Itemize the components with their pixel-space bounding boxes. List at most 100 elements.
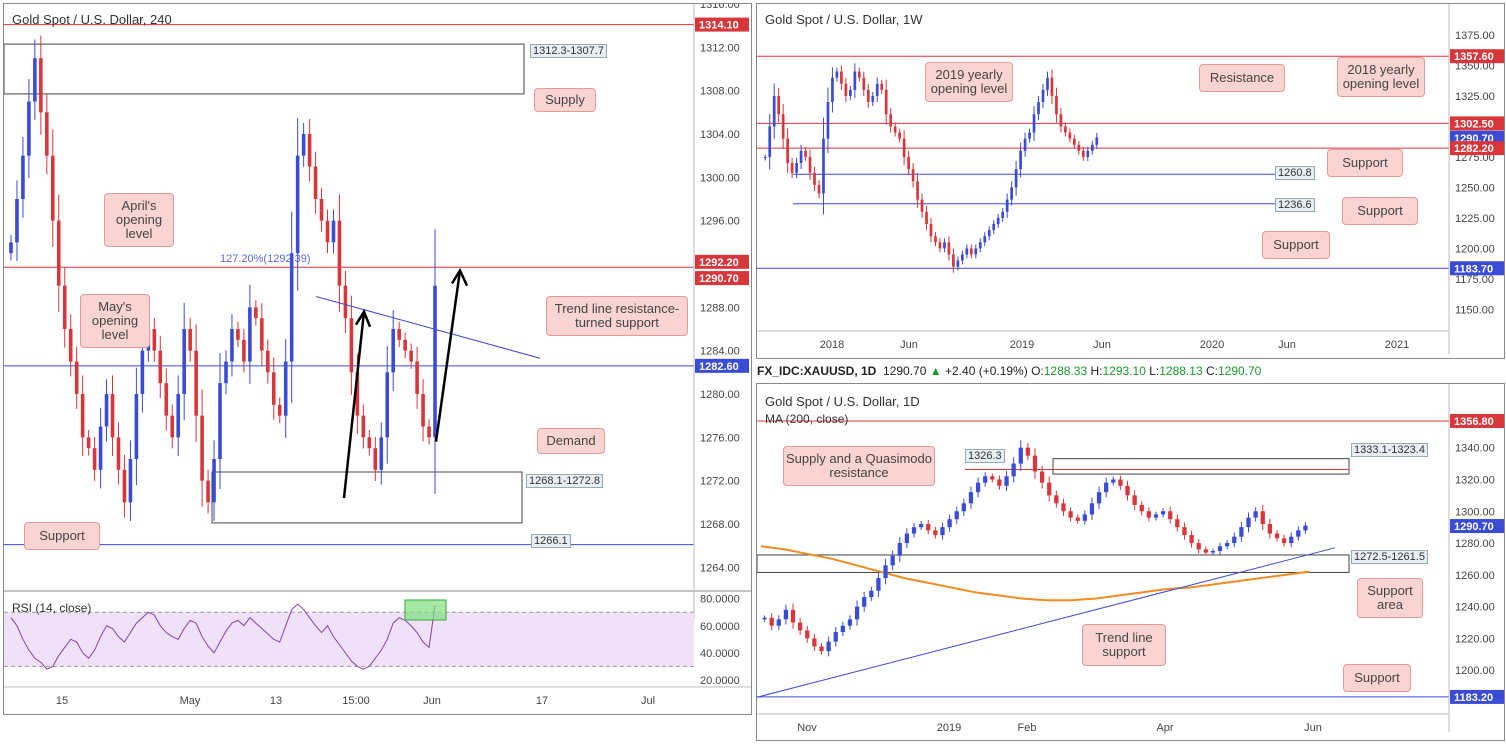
- d1-candle: [1160, 511, 1166, 515]
- w1-price-tag-label: 1282.20: [1454, 143, 1494, 155]
- w1-price-tag-label: 1302.50: [1454, 118, 1494, 130]
- d1-candle: [968, 492, 974, 504]
- d1-candle: [1054, 495, 1059, 504]
- w1-candle: [920, 199, 924, 212]
- h4-zone-box: [211, 471, 523, 524]
- d1-x-tick: Apr: [1156, 722, 1173, 734]
- rsi-y-tick: 60.0000: [700, 621, 740, 633]
- h4-candle: [158, 350, 163, 384]
- w1-y-tick: 1150.00: [1455, 304, 1494, 316]
- chart-panel-daily[interactable]: 1340.00 1320.00 1300.00 1280.00 1260.00 1240.…: [756, 383, 1505, 741]
- h4-x-tick: 13: [270, 695, 282, 707]
- w1-candle: [911, 169, 915, 182]
- w1-x-tick: 2020: [1200, 339, 1224, 351]
- price-change: +2.40 (+0.19%): [945, 364, 1028, 378]
- d1-zone-box: [1052, 458, 1350, 475]
- d1-candle: [1018, 447, 1023, 464]
- d1-trend-line: [757, 547, 1336, 698]
- d1-candle: [933, 530, 938, 536]
- h4-arrow-1-head: [354, 308, 372, 328]
- h4-candle: [86, 437, 91, 449]
- w1-price-tag-label: 1183.70: [1454, 263, 1493, 275]
- chart-panel-h4[interactable]: 1316.00 1312.00 1308.00 1304.00 1300.00 1296.…: [3, 3, 752, 715]
- d1-candle: [1111, 479, 1116, 483]
- h4-candle: [152, 329, 157, 351]
- d1-candle: [1011, 463, 1016, 477]
- rsi-y-tick: 40.0000: [700, 648, 740, 660]
- callout-trendline: Trend line resistance-turned support: [546, 296, 688, 336]
- d1-candle: [762, 617, 767, 620]
- w1-candle: [880, 83, 884, 90]
- w1-candle: [1059, 114, 1063, 127]
- d1-candle: [790, 609, 796, 623]
- callout-aprils-opening: April's opening level: [104, 193, 174, 247]
- h4-candle: [266, 350, 270, 373]
- w1-y-tick: 1175.00: [1455, 274, 1494, 286]
- h4-candle: [68, 329, 73, 362]
- w1-x-tick: Jun: [1093, 339, 1111, 351]
- h4-y-tick: 1276.00: [700, 432, 740, 444]
- w1-candle: [1023, 138, 1027, 151]
- d1-x-tick: 2019: [937, 722, 961, 734]
- d1-y-tick: 1240.00: [1455, 602, 1495, 614]
- h4-candle: [421, 394, 425, 427]
- h4-chart-svg[interactable]: 1316.00 1312.00 1308.00 1304.00 1300.00 1296.…: [4, 4, 751, 714]
- weekly-chart-svg[interactable]: 1375.001350.001325.001300.001275.001250.…: [757, 4, 1504, 358]
- h4-price-tag-label: 1290.70: [699, 273, 739, 285]
- d1-candle: [904, 533, 910, 544]
- d1-candle: [1260, 511, 1265, 524]
- w1-candle: [961, 254, 964, 261]
- h4-candle: [176, 394, 180, 438]
- h4-candle: [319, 199, 324, 221]
- d1-candle: [1196, 543, 1201, 550]
- w1-y-tick: 1200.00: [1455, 243, 1495, 255]
- chart-panel-weekly[interactable]: 1375.001350.001325.001300.001275.001250.…: [756, 3, 1505, 359]
- open-label: O:: [1031, 364, 1044, 378]
- w1-candle: [817, 184, 821, 194]
- h4-price-tag: [695, 17, 749, 32]
- h4-x-tick: 15: [56, 695, 68, 707]
- support-area-label: 1272.5-1261.5: [1351, 550, 1428, 564]
- h4-candle: [212, 459, 216, 503]
- w1-candle: [1095, 137, 1099, 145]
- h4-candle: [98, 426, 103, 470]
- d1-candle: [947, 519, 952, 528]
- w1-candle: [965, 248, 969, 255]
- h4-candle: [33, 58, 37, 102]
- h4-candle: [206, 480, 210, 503]
- h4-candle: [391, 329, 395, 373]
- w1-candle: [1055, 95, 1058, 115]
- daily-chart-svg[interactable]: 1340.00 1320.00 1300.00 1280.00 1260.00 1240.…: [757, 384, 1504, 740]
- d1-y-tick: 1260.00: [1455, 570, 1495, 582]
- d1-price-tag-label: 1356.80: [1454, 416, 1494, 428]
- h4-candle: [110, 394, 115, 438]
- h4-candle: [349, 318, 354, 373]
- h4-candle: [331, 220, 336, 243]
- w1-candle: [916, 181, 919, 200]
- w1-x-tick: 2019: [1010, 339, 1034, 351]
- h4-candle: [337, 220, 342, 286]
- callout-resistance: Resistance: [1199, 64, 1285, 92]
- d1-candle: [883, 565, 888, 579]
- w1-candle: [1005, 199, 1009, 212]
- d1-candle: [926, 523, 931, 531]
- h4-candle: [218, 383, 222, 459]
- close-label: C:: [1205, 364, 1218, 378]
- d1-candle: [1061, 503, 1066, 512]
- w1-candle: [1028, 132, 1031, 139]
- h4-x-tick: 17: [536, 695, 548, 707]
- w1-candle: [952, 254, 955, 267]
- h4-candle: [182, 329, 186, 394]
- h4-price-tag: [695, 358, 749, 373]
- d1-candle: [812, 638, 817, 647]
- h4-candle: [343, 285, 348, 319]
- h4-candle: [373, 448, 378, 470]
- h4-candle: [397, 329, 401, 340]
- d1-candle: [1004, 476, 1009, 486]
- d1-candle: [1274, 533, 1280, 539]
- daily-chart-title: Gold Spot / U.S. Dollar, 1D: [765, 394, 920, 409]
- h4-candle: [361, 415, 366, 438]
- w1-candle: [1041, 89, 1045, 103]
- w1-candle: [1037, 102, 1040, 115]
- callout-trendline-support: Trend line support: [1082, 624, 1166, 666]
